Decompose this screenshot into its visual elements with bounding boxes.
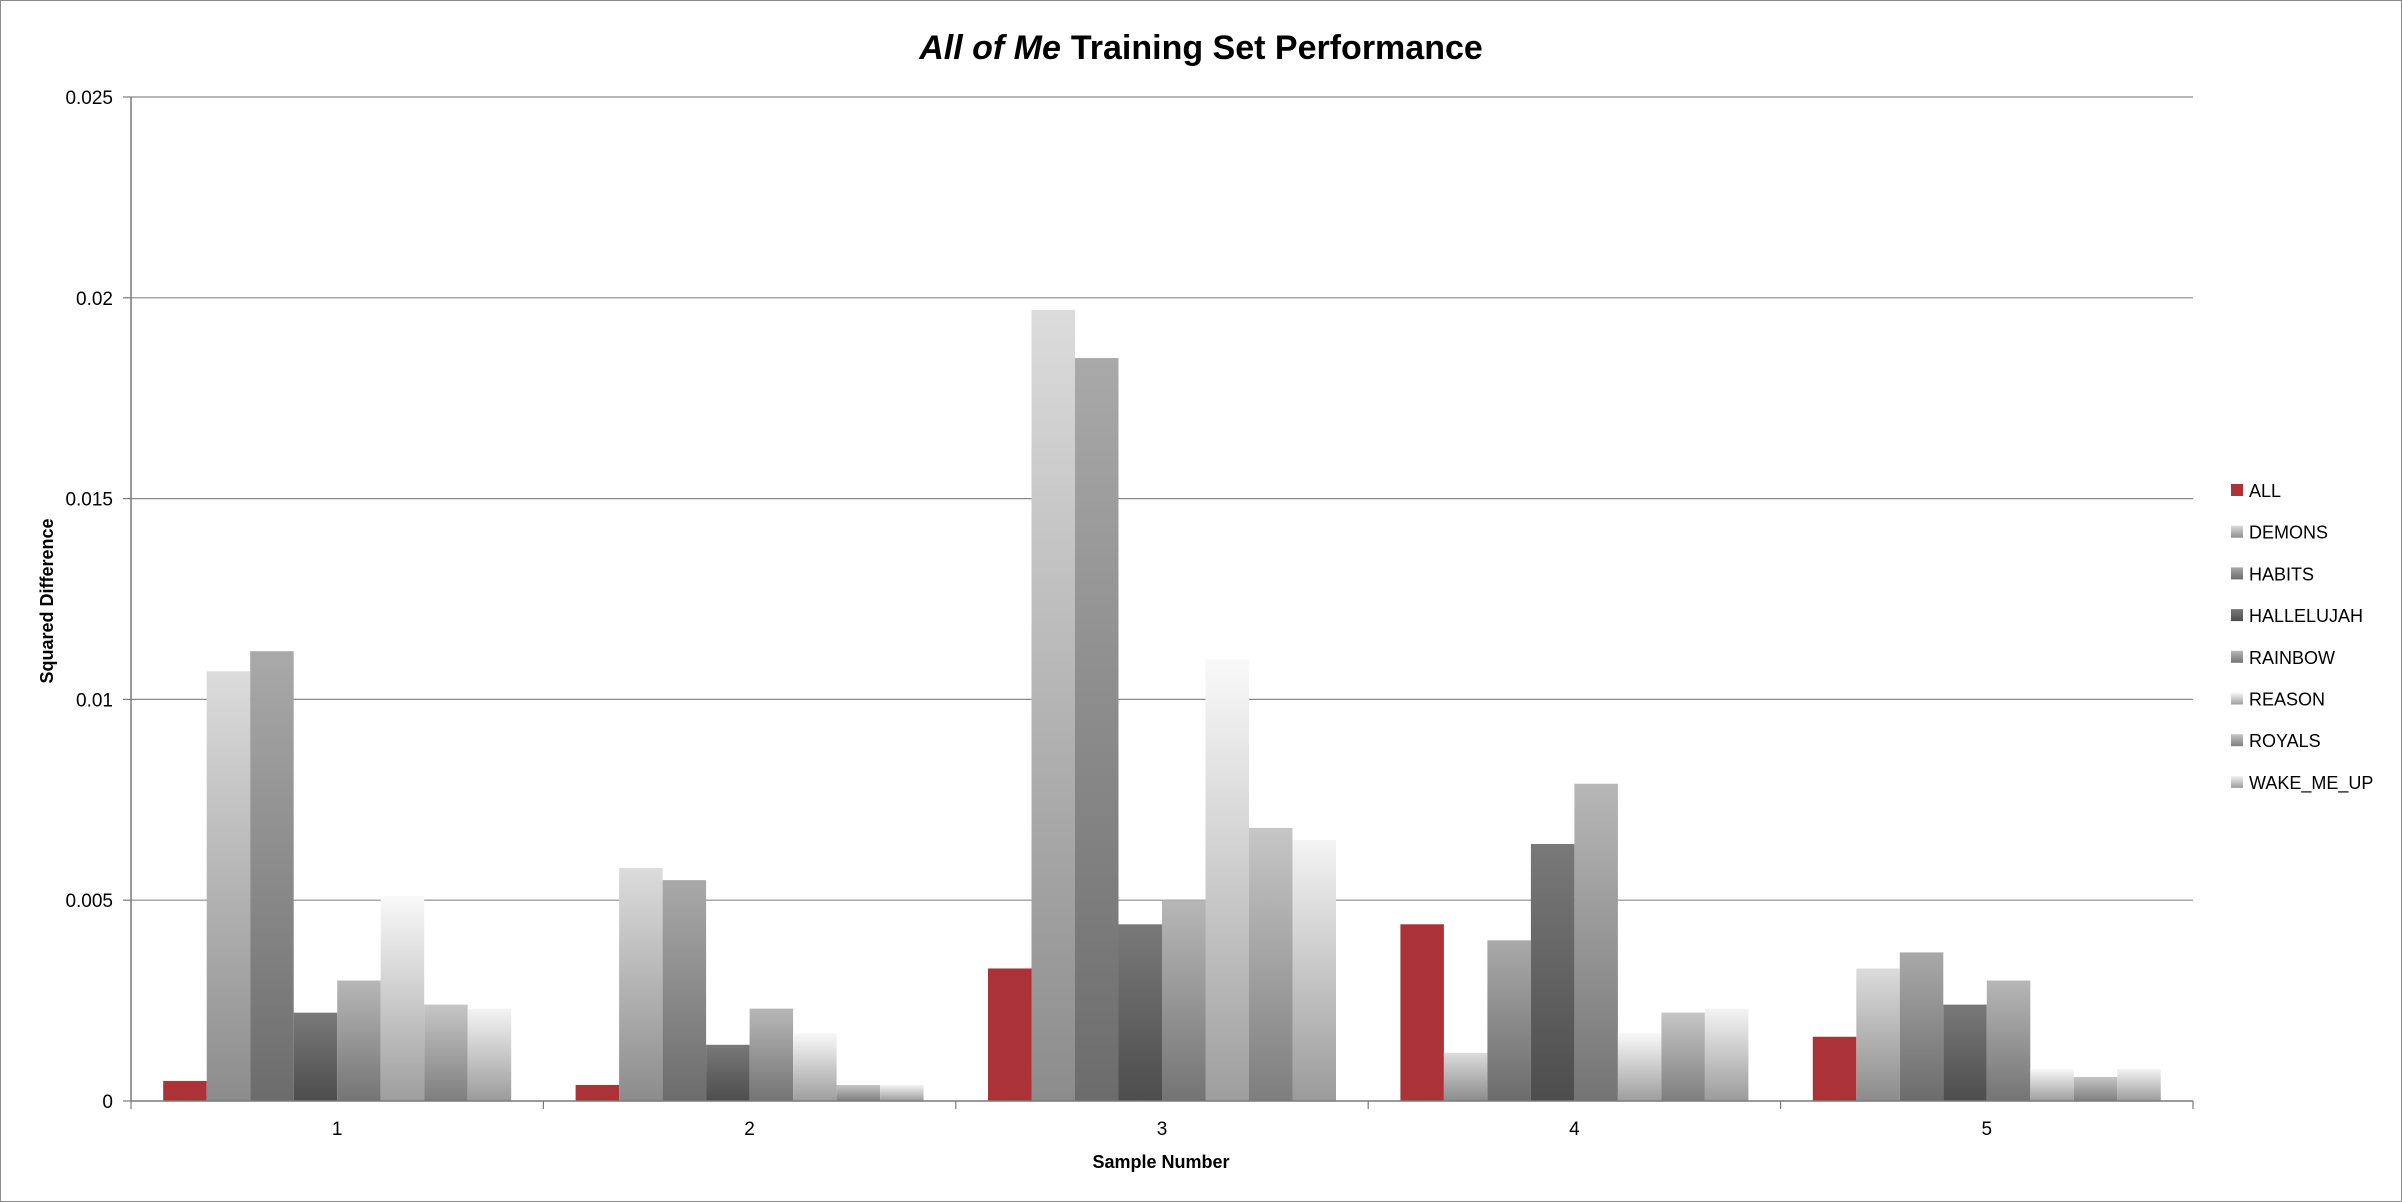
bar-habits-sample-4 [1487,940,1531,1101]
chart-title: All of Me Training Set Performance [918,29,1483,67]
bar-demons-sample-1 [206,671,251,1101]
bar-royals-sample-2 [836,1084,881,1101]
legend-label: ALL [2249,481,2281,501]
bar-habits-sample-3 [1075,358,1119,1101]
bar-rainbow-sample-3 [1162,900,1206,1101]
bar-hallelujah-sample-3 [1118,924,1162,1101]
x-tick-label: 2 [744,1119,755,1140]
y-axis-label: Squared Difference [37,518,57,683]
legend-label: HABITS [2249,564,2314,584]
bar-rainbow-sample-4 [1574,783,1618,1101]
bar-all-sample-3 [988,968,1032,1101]
bar-reason-sample-2 [793,1032,837,1101]
x-tick-label: 3 [1157,1119,1168,1140]
bar-hallelujah-sample-1 [293,1012,338,1101]
legend-label: ROYALS [2249,731,2321,751]
legend-swatch [2231,650,2243,663]
bar-royals-sample-3 [1249,827,1293,1101]
bar-all-sample-5 [1812,1036,1857,1101]
bar-rainbow-sample-5 [1986,980,2031,1101]
legend-swatch [2231,567,2243,580]
bar-demons-sample-4 [1443,1052,1488,1101]
bar-reason-sample-3 [1205,659,1249,1101]
legend-label: HALLELUJAH [2249,606,2363,626]
bar-royals-sample-1 [424,1004,468,1101]
legend-swatch [2231,484,2243,496]
bar-rainbow-sample-1 [337,980,381,1101]
y-tick-label: 0 [102,1092,113,1113]
bar-wake-me-up-sample-5 [2117,1068,2161,1101]
bar-demons-sample-5 [1856,968,1900,1101]
x-tick-label: 4 [1569,1119,1580,1140]
legend-swatch [2231,692,2243,705]
legend: ALL DEMONS HABITS HALLELUJAH RAINBOW REASON RO… [2231,481,2373,794]
bar-rainbow-sample-2 [749,1008,794,1101]
legend-label: RAINBOW [2249,648,2335,668]
bar-habits-sample-1 [250,651,294,1101]
x-tick-label: 5 [1982,1119,1993,1140]
legend-label: WAKE_ME_UP [2249,773,2373,794]
legend-swatch [2231,734,2243,747]
bar-wake-me-up-sample-4 [1704,1008,1749,1101]
bar-all-sample-2 [575,1084,620,1101]
x-tick-label: 1 [332,1119,343,1140]
bar-hallelujah-sample-4 [1530,843,1575,1101]
y-tick-label: 0.02 [76,289,113,310]
legend-label: DEMONS [2249,523,2328,543]
y-tick-label: 0.025 [65,88,113,109]
bar-demons-sample-2 [619,868,663,1101]
bar-wake-me-up-sample-3 [1292,839,1336,1101]
bar-wake-me-up-sample-2 [880,1084,924,1101]
bar-all-sample-1 [163,1080,207,1101]
x-axis-label: Sample Number [1092,1152,1229,1172]
bar-royals-sample-4 [1661,1012,1705,1101]
bar-wake-me-up-sample-1 [467,1008,512,1101]
bars [163,309,2161,1101]
bar-habits-sample-5 [1899,952,1944,1101]
chart-title-text: Training Set Performance [1071,29,1483,67]
y-tick-label: 0.015 [65,490,113,511]
legend-swatch [2231,775,2243,788]
bar-reason-sample-4 [1617,1032,1662,1101]
axes: 0 0.005 0.01 0.015 0.02 0.025 1 2 3 4 5 [65,88,2194,1140]
legend-swatch [2231,609,2243,622]
bar-habits-sample-2 [662,880,707,1101]
y-tick-label: 0.01 [76,690,113,711]
bar-reason-sample-1 [380,896,425,1101]
bar-hallelujah-sample-2 [706,1044,750,1101]
bar-all-sample-4 [1400,924,1444,1101]
legend-swatch [2231,525,2243,538]
legend-label: REASON [2249,690,2325,710]
chart-title-italic: All of Me [918,29,1061,67]
bar-reason-sample-5 [2030,1068,2074,1101]
bar-royals-sample-5 [2073,1076,2118,1101]
y-tick-label: 0.005 [65,891,113,912]
gridlines [131,96,2193,901]
bar-demons-sample-3 [1031,309,1075,1101]
bar-hallelujah-sample-5 [1943,1004,1987,1101]
